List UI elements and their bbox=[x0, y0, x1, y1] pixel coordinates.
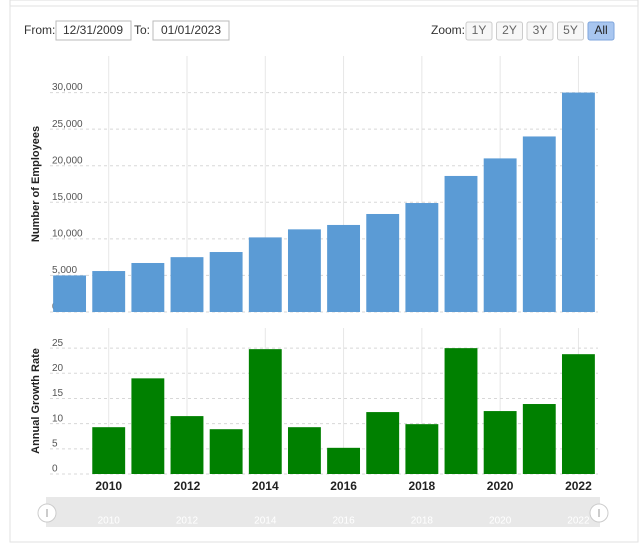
y-tick-label: 10 bbox=[52, 413, 64, 424]
zoom-button-label[interactable]: 5Y bbox=[563, 23, 578, 37]
x-tick-label: 2016 bbox=[330, 479, 357, 493]
y-axis-title: Number of Employees bbox=[30, 126, 42, 242]
from-value[interactable]: 12/31/2009 bbox=[63, 23, 123, 37]
zoom-button-label[interactable]: 1Y bbox=[472, 23, 487, 37]
y-tick-label: 10,000 bbox=[52, 228, 83, 239]
navigator-label: 2014 bbox=[254, 516, 277, 527]
y-tick-label: 0 bbox=[52, 464, 58, 475]
bar bbox=[53, 275, 87, 312]
y-tick-label: 25,000 bbox=[52, 119, 83, 130]
y-tick-label: 5,000 bbox=[52, 265, 77, 276]
bar bbox=[248, 237, 282, 312]
y-tick-label: 5 bbox=[52, 438, 58, 449]
x-tick-label: 2012 bbox=[174, 479, 201, 493]
zoom-label: Zoom: bbox=[431, 23, 465, 37]
y-tick-label: 15,000 bbox=[52, 192, 83, 203]
bar bbox=[522, 404, 556, 474]
bar bbox=[522, 136, 556, 312]
to-value[interactable]: 01/01/2023 bbox=[161, 23, 221, 37]
bar bbox=[170, 257, 204, 312]
bar bbox=[131, 378, 165, 474]
zoom-button[interactable] bbox=[526, 21, 554, 41]
to-label: To: bbox=[134, 23, 150, 37]
zoom-button[interactable] bbox=[587, 21, 615, 41]
navigator bbox=[46, 497, 600, 527]
bar bbox=[561, 92, 595, 312]
y-tick-label: 25 bbox=[52, 338, 64, 349]
bar bbox=[92, 427, 126, 474]
from-input[interactable] bbox=[55, 20, 132, 41]
bar bbox=[92, 271, 126, 312]
bar bbox=[444, 348, 478, 474]
navigator-label: 2016 bbox=[332, 516, 355, 527]
zoom-button[interactable] bbox=[496, 21, 523, 41]
navigator-label: 2022 bbox=[567, 516, 590, 527]
x-tick-label: 2018 bbox=[409, 479, 436, 493]
bar bbox=[131, 262, 165, 312]
navigator-label: 2010 bbox=[98, 516, 121, 527]
x-tick-label: 2020 bbox=[487, 479, 514, 493]
zoom-button[interactable] bbox=[557, 21, 584, 41]
bar bbox=[170, 416, 204, 474]
y-tick-label: 20 bbox=[52, 363, 64, 374]
y-axis-title: Annual Growth Rate bbox=[30, 348, 42, 454]
bar bbox=[366, 213, 400, 312]
zoom-button-label[interactable]: All bbox=[594, 23, 607, 37]
bar bbox=[483, 411, 517, 474]
bar bbox=[366, 412, 400, 474]
zoom-button[interactable] bbox=[465, 21, 493, 41]
zoom-button-label[interactable]: 3Y bbox=[533, 23, 548, 37]
x-tick-label: 2022 bbox=[565, 479, 592, 493]
bar bbox=[209, 429, 243, 474]
navigator-label: 2012 bbox=[176, 516, 199, 527]
bar bbox=[444, 175, 478, 312]
y-tick-label: 20,000 bbox=[52, 155, 83, 166]
from-label: From: bbox=[24, 23, 55, 37]
navigator-label: 2020 bbox=[489, 516, 512, 527]
bar bbox=[209, 252, 243, 312]
bar bbox=[248, 349, 282, 474]
bar bbox=[405, 424, 439, 474]
bar bbox=[561, 354, 595, 474]
x-tick-label: 2014 bbox=[252, 479, 279, 493]
bar bbox=[287, 427, 321, 474]
navigator-label: 2018 bbox=[411, 516, 434, 527]
bar bbox=[327, 224, 361, 312]
to-input[interactable] bbox=[152, 20, 230, 41]
y-tick-label: 30,000 bbox=[52, 82, 83, 93]
bar bbox=[483, 158, 517, 312]
y-tick-label: 15 bbox=[52, 388, 64, 399]
x-tick-label: 2010 bbox=[95, 479, 122, 493]
bar bbox=[405, 203, 439, 312]
bar bbox=[327, 447, 361, 474]
bar bbox=[287, 229, 321, 312]
top-frame bbox=[9, 0, 639, 7]
zoom-button-label[interactable]: 2Y bbox=[502, 23, 517, 37]
